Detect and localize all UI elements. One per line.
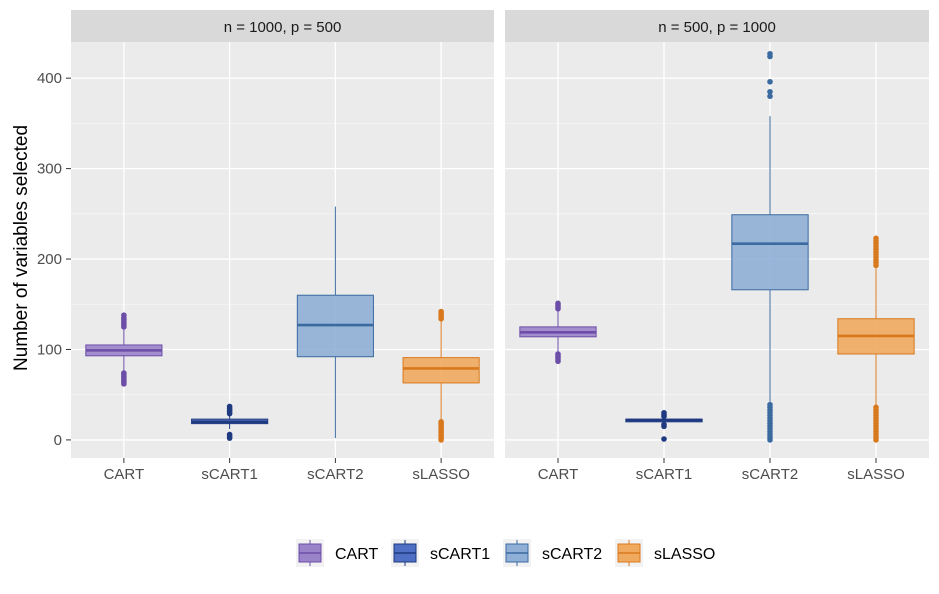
- box-slasso: [837, 235, 915, 443]
- y-tick-label: 0: [54, 432, 62, 449]
- y-tick-label: 400: [37, 70, 62, 87]
- outlier-point: [661, 409, 667, 416]
- outlier-point: [661, 421, 667, 428]
- outlier-point: [767, 88, 773, 95]
- box-cart: [85, 312, 163, 387]
- outlier-point: [873, 404, 879, 411]
- panel-right: n = 500, p = 1000 CART sCART1 sCART2 sLASSO: [505, 10, 929, 483]
- outlier-point: [438, 308, 444, 315]
- box-scart1: [625, 409, 703, 442]
- box-slasso: [402, 308, 480, 443]
- x-tick-label: sLASSO: [412, 466, 470, 483]
- y-axis-ticks: 0 100 200 300 400: [37, 70, 71, 449]
- strip-left: [71, 10, 494, 42]
- y-tick-label: 300: [37, 161, 62, 178]
- x-tick-label: CART: [104, 466, 145, 483]
- legend: CART sCART1 sCART2 sLASSO: [296, 539, 715, 567]
- box-scart2: [731, 50, 809, 443]
- y-axis-label: Number of variables selected: [11, 125, 32, 371]
- legend-label: sCART2: [542, 546, 602, 563]
- legend-item-scart1: sCART1: [391, 539, 490, 567]
- outlier-point: [767, 78, 773, 85]
- plot-area-right: [505, 42, 929, 458]
- strip-right-label: n = 500, p = 1000: [658, 19, 776, 36]
- box-iqr: [731, 214, 809, 291]
- outlier-point: [555, 351, 561, 357]
- legend-item-cart: CART: [296, 539, 378, 567]
- x-tick-label: sCART1: [636, 466, 692, 483]
- outlier-point: [767, 401, 773, 408]
- plot-area-left: [71, 42, 494, 458]
- grid-left: [71, 42, 494, 458]
- legend-item-scart2: sCART2: [503, 539, 602, 567]
- x-tick-label: sCART2: [307, 466, 363, 483]
- outlier-point: [226, 431, 233, 438]
- boxes-left: [85, 206, 480, 443]
- outlier-point: [555, 300, 561, 307]
- x-tick-label: sLASSO: [847, 466, 905, 483]
- panel-left: n = 1000, p = 500 CART sCART1 sCART2 sLASSO: [71, 10, 494, 483]
- legend-label: sLASSO: [654, 546, 715, 563]
- outlier-point: [121, 370, 127, 376]
- legend-label: CART: [335, 546, 378, 563]
- x-ticks-right: CART sCART1 sCART2 sLASSO: [538, 458, 905, 483]
- box-scart1: [191, 403, 269, 441]
- y-tick-label: 200: [37, 251, 62, 268]
- outlier-point: [873, 235, 879, 242]
- strip-right: [505, 10, 929, 42]
- outlier-point: [661, 436, 667, 442]
- legend-item-slasso: sLASSO: [615, 539, 715, 567]
- outlier-point: [438, 419, 444, 425]
- outlier-point: [767, 50, 773, 57]
- x-ticks-left: CART sCART1 sCART2 sLASSO: [104, 458, 470, 483]
- outlier-point: [226, 403, 233, 410]
- outlier-point: [121, 312, 127, 318]
- box-iqr: [402, 357, 480, 384]
- outlier-point: [767, 93, 773, 100]
- x-tick-label: sCART1: [201, 466, 257, 483]
- box-scart2: [296, 206, 374, 439]
- x-tick-label: CART: [538, 466, 579, 483]
- legend-label: sCART1: [430, 546, 490, 563]
- box-cart: [519, 300, 597, 365]
- y-tick-label: 100: [37, 341, 62, 358]
- boxes-right: [519, 50, 915, 443]
- x-tick-label: sCART2: [742, 466, 798, 483]
- strip-left-label: n = 1000, p = 500: [224, 19, 342, 36]
